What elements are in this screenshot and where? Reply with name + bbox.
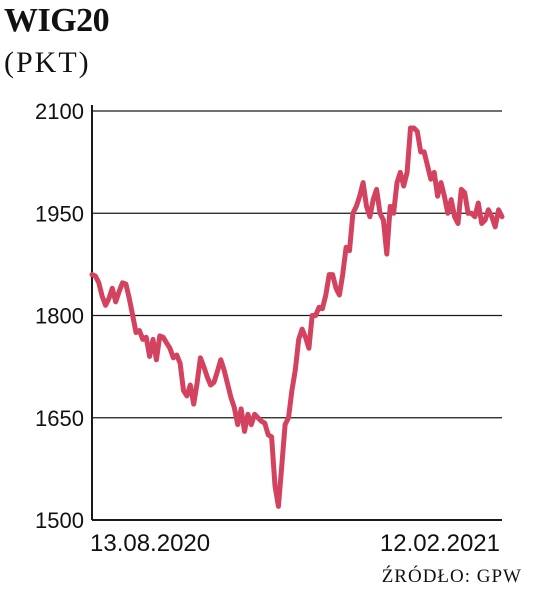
x-tick-labels: 13.08.2020 12.02.2021: [90, 530, 500, 557]
series-layer: [89, 125, 505, 509]
chart-title: WIG20: [4, 2, 110, 39]
axes: [91, 105, 502, 521]
y-tick-labels: 1500 1650 1800 1950 2100: [35, 99, 84, 533]
grid-lines: [92, 110, 502, 419]
y-tick-label-1650: 1650: [35, 406, 84, 431]
x-tick-label-end: 12.02.2021: [380, 530, 500, 557]
y-tick-label-1800: 1800: [35, 304, 84, 329]
x-tick-label-start: 13.08.2020: [90, 530, 210, 557]
y-tick-label-1500: 1500: [35, 508, 84, 533]
unit-label: (PKT): [4, 46, 91, 79]
series-line-wig20: [89, 125, 505, 509]
y-tick-label-1950: 1950: [35, 201, 84, 226]
source-label: ŹRÓDŁO: GPW: [381, 566, 522, 587]
y-tick-label-2100: 2100: [35, 99, 84, 124]
